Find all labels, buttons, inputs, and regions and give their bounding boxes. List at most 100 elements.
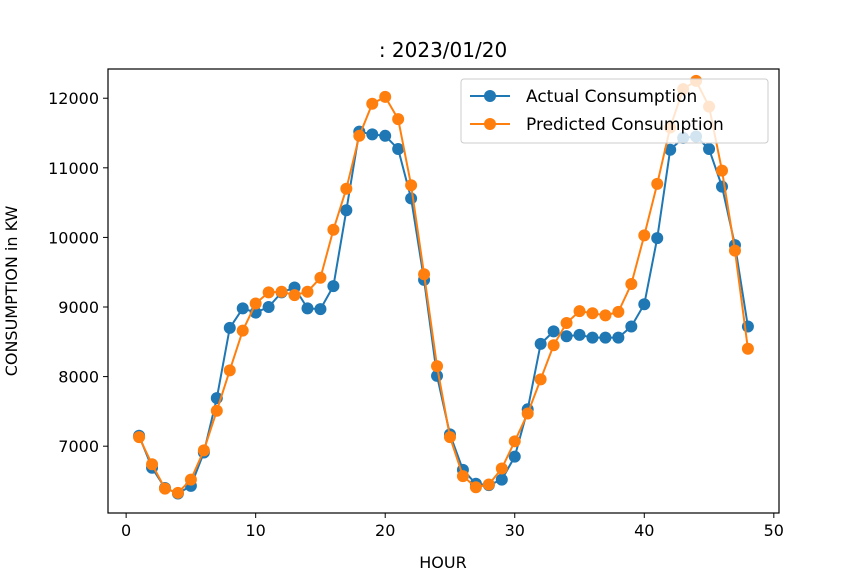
y-tick-label: 12000 xyxy=(48,89,99,108)
data-point-actual xyxy=(379,129,392,142)
data-point-predicted xyxy=(638,229,651,242)
series-line-predicted xyxy=(138,79,749,494)
data-point-actual xyxy=(586,331,599,344)
legend-label-actual: Actual Consumption xyxy=(526,87,697,107)
data-point-predicted xyxy=(223,364,236,377)
data-point-actual xyxy=(223,321,236,334)
y-tick-label: 11000 xyxy=(48,159,99,178)
data-point-predicted xyxy=(586,307,599,320)
data-point-predicted xyxy=(314,271,327,284)
data-point-actual xyxy=(314,303,327,316)
data-point-actual xyxy=(534,337,547,350)
data-point-predicted xyxy=(405,179,418,192)
x-tick-label: 30 xyxy=(505,521,525,540)
data-point-predicted xyxy=(728,244,741,257)
data-point-predicted xyxy=(197,444,210,457)
y-tick-label: 9000 xyxy=(58,298,99,317)
legend: Actual Consumption Predicted Consumption xyxy=(460,78,769,144)
data-point-predicted xyxy=(133,431,146,444)
data-point-predicted xyxy=(469,481,482,494)
data-point-predicted xyxy=(443,431,456,444)
data-point-predicted xyxy=(418,268,431,281)
data-point-predicted xyxy=(158,482,171,495)
data-point-actual xyxy=(560,330,573,343)
data-point-actual xyxy=(625,320,638,333)
x-tick-label: 50 xyxy=(764,521,784,540)
data-point-predicted xyxy=(431,360,444,373)
data-point-actual xyxy=(327,280,340,293)
data-point-actual xyxy=(573,328,586,341)
x-tick-label: 20 xyxy=(375,521,395,540)
data-point-predicted xyxy=(741,342,754,355)
data-point-predicted xyxy=(495,462,508,475)
data-point-predicted xyxy=(275,285,288,298)
data-point-predicted xyxy=(625,278,638,291)
data-point-actual xyxy=(366,128,379,141)
data-point-predicted xyxy=(353,129,366,142)
legend-entry-actual: Actual Consumption xyxy=(470,87,697,107)
data-point-actual xyxy=(262,301,275,314)
data-point-predicted xyxy=(288,289,301,302)
series-layer xyxy=(133,74,754,500)
data-point-predicted xyxy=(521,407,534,420)
y-tick-label: 10000 xyxy=(48,228,99,247)
data-point-predicted xyxy=(547,339,560,352)
data-point-predicted xyxy=(236,324,249,337)
data-point-predicted xyxy=(366,97,379,110)
legend-marker-actual xyxy=(484,90,496,102)
y-tick-label: 7000 xyxy=(58,437,99,456)
data-point-predicted xyxy=(340,182,353,195)
legend-box xyxy=(460,78,769,144)
y-axis-ticks: 7000 8000 9000 10000 11000 12000 xyxy=(48,89,108,456)
data-point-actual xyxy=(508,450,521,463)
data-point-predicted xyxy=(327,223,340,236)
data-point-predicted xyxy=(301,285,314,298)
data-point-actual xyxy=(340,204,353,217)
data-point-actual xyxy=(392,143,405,156)
axes-frame xyxy=(107,68,780,514)
data-point-actual xyxy=(651,232,664,245)
data-point-predicted xyxy=(482,478,495,491)
y-tick-label: 8000 xyxy=(58,368,99,387)
data-point-actual xyxy=(405,192,418,205)
data-point-predicted xyxy=(599,309,612,322)
data-point-actual xyxy=(301,302,314,315)
data-point-predicted xyxy=(210,404,223,417)
data-point-predicted xyxy=(262,286,275,299)
data-point-predicted xyxy=(651,177,664,190)
x-axis-ticks: 0 10 20 30 40 50 xyxy=(121,513,784,540)
legend-entry-predicted: Predicted Consumption xyxy=(470,115,724,135)
data-point-actual xyxy=(547,325,560,338)
series-predicted xyxy=(133,74,754,499)
data-point-actual xyxy=(236,302,249,315)
data-point-predicted xyxy=(534,373,547,386)
data-point-predicted xyxy=(379,90,392,103)
data-point-predicted xyxy=(456,470,469,483)
data-point-predicted xyxy=(508,435,521,448)
y-axis-label: CONSUMPTION in KW xyxy=(2,206,21,377)
chart-title: : 2023/01/20 xyxy=(379,38,507,62)
data-point-predicted xyxy=(171,486,184,499)
data-point-predicted xyxy=(146,458,159,471)
plot-area: 0 10 20 30 40 50 7000 8000 9000 10000 11000 12000 xyxy=(48,68,784,540)
x-tick-label: 10 xyxy=(245,521,265,540)
data-point-actual xyxy=(599,331,612,344)
data-point-actual xyxy=(638,298,651,311)
data-point-predicted xyxy=(612,305,625,318)
legend-marker-predicted xyxy=(484,118,496,130)
data-point-predicted xyxy=(573,305,586,318)
x-axis-label: HOUR xyxy=(419,553,466,572)
data-point-actual xyxy=(703,143,716,156)
x-tick-label: 0 xyxy=(121,521,131,540)
data-point-predicted xyxy=(392,113,405,126)
legend-label-predicted: Predicted Consumption xyxy=(526,115,724,135)
data-point-actual xyxy=(612,331,625,344)
data-point-actual xyxy=(664,143,677,156)
data-point-actual xyxy=(495,473,508,486)
data-point-predicted xyxy=(184,473,197,486)
x-tick-label: 40 xyxy=(634,521,654,540)
data-point-predicted xyxy=(560,317,573,330)
data-point-predicted xyxy=(249,297,262,310)
data-point-predicted xyxy=(716,164,729,177)
